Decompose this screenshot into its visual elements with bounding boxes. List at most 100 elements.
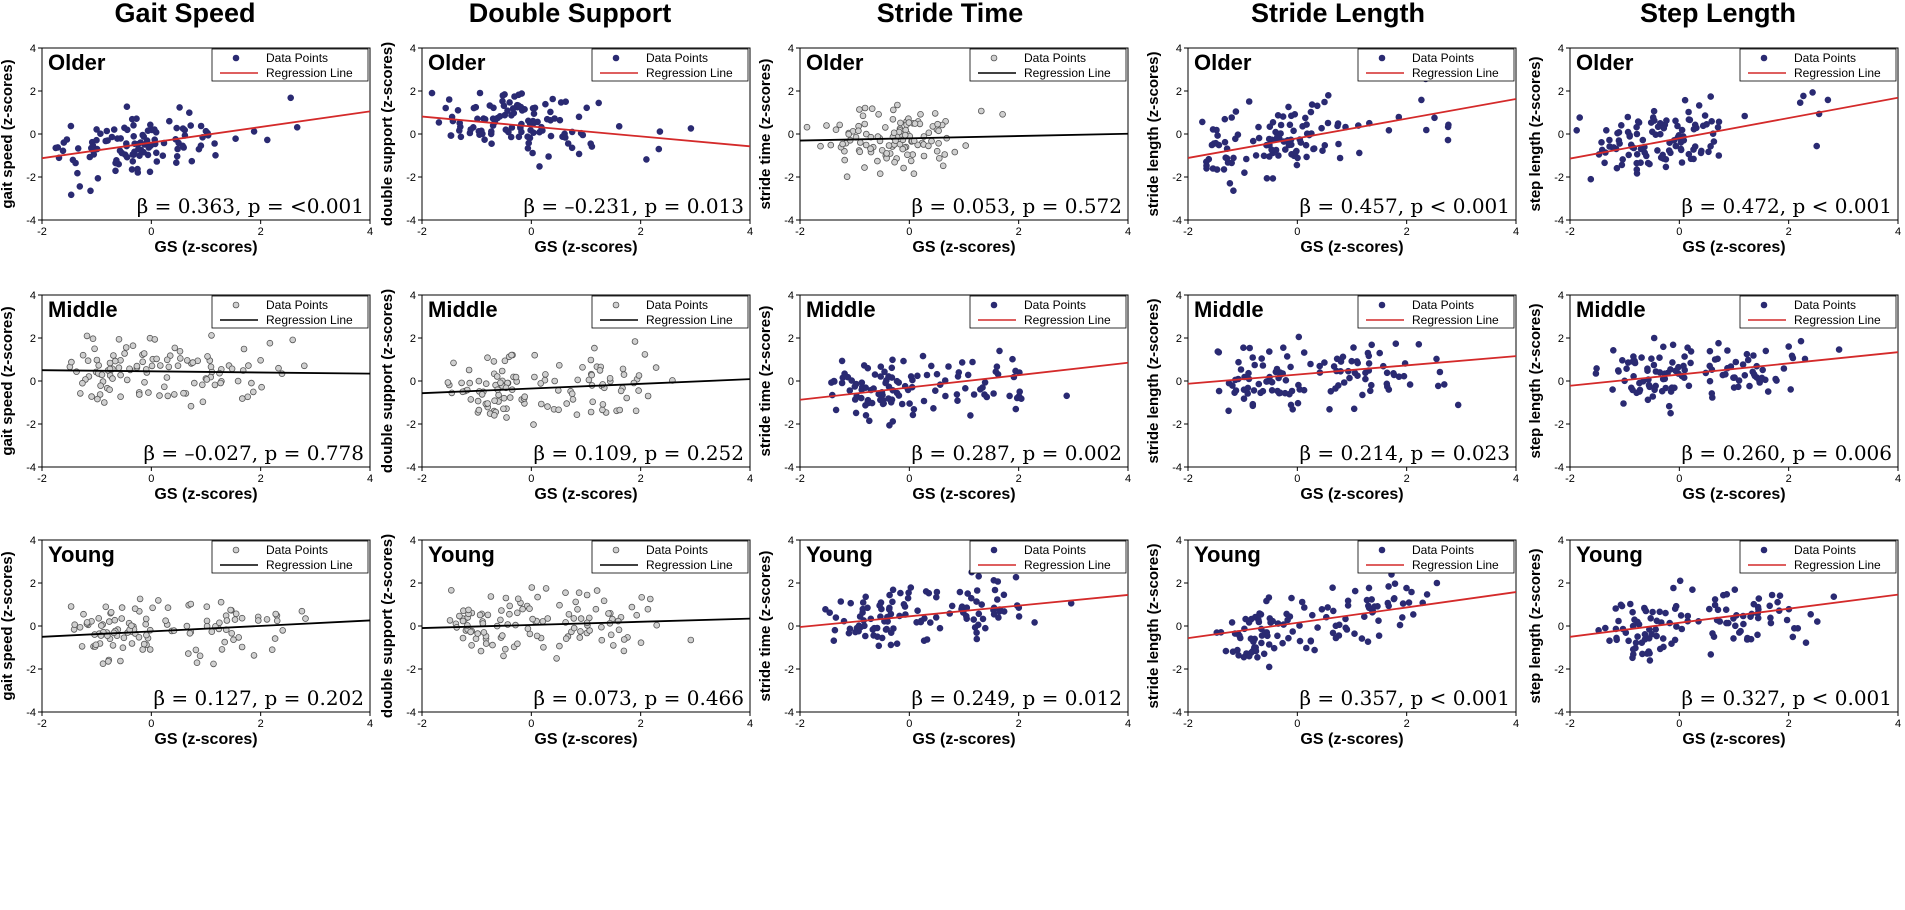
legend-points-label: Data Points	[266, 298, 328, 312]
data-point	[248, 379, 255, 387]
data-point	[121, 124, 128, 132]
y-tick-label: 0	[1176, 129, 1182, 141]
data-point	[956, 588, 964, 596]
y-tick-label: -4	[1554, 707, 1564, 719]
data-point	[67, 191, 75, 199]
data-point	[1257, 611, 1265, 618]
data-point	[1654, 147, 1661, 154]
data-point	[617, 387, 625, 395]
data-point	[1711, 601, 1719, 609]
y-tick-label: 0	[410, 376, 416, 388]
data-point	[1802, 639, 1810, 646]
data-point	[444, 379, 452, 386]
data-point	[1269, 175, 1277, 182]
data-point	[837, 598, 845, 605]
data-point	[185, 650, 192, 657]
data-point	[191, 379, 198, 387]
data-point	[502, 594, 510, 602]
y-tick-label: 2	[410, 578, 416, 590]
data-point	[153, 158, 161, 165]
data-point	[130, 133, 138, 140]
data-point	[1290, 127, 1297, 135]
data-point	[1619, 156, 1626, 163]
data-layer	[42, 94, 370, 199]
data-point	[514, 640, 521, 648]
data-point	[876, 170, 884, 178]
data-point	[687, 125, 695, 132]
data-point	[103, 127, 111, 135]
data-point	[447, 586, 455, 594]
data-point	[1423, 126, 1430, 134]
data-point	[1615, 617, 1622, 625]
data-point	[935, 127, 942, 135]
x-tick-label: 4	[1513, 718, 1519, 730]
x-tick-label: 2	[1404, 718, 1410, 730]
data-point	[1009, 355, 1016, 363]
data-point	[1431, 114, 1438, 122]
x-tick-label: 4	[367, 473, 373, 485]
data-point	[1711, 596, 1719, 603]
data-point	[1615, 129, 1623, 136]
data-point	[1255, 123, 1262, 131]
data-point	[1203, 162, 1210, 170]
regression-line	[1570, 593, 1898, 638]
data-point	[1279, 113, 1287, 120]
data-point	[1648, 630, 1655, 638]
y-tick-label: -2	[784, 419, 794, 431]
data-point	[231, 616, 239, 623]
data-point	[98, 371, 106, 379]
y-axis-label: gait speed (z-scores)	[0, 551, 16, 700]
data-point	[212, 152, 219, 159]
data-point	[477, 647, 485, 655]
data-point	[887, 629, 895, 636]
data-point	[467, 628, 474, 636]
data-point	[293, 124, 301, 131]
data-point	[1681, 353, 1688, 360]
y-tick-label: -4	[406, 215, 416, 227]
data-point	[619, 365, 627, 373]
data-point	[187, 122, 195, 129]
data-point	[1646, 657, 1654, 664]
data-point	[969, 358, 976, 366]
data-point	[588, 371, 595, 379]
data-point	[92, 641, 100, 649]
data-point	[115, 364, 123, 372]
data-point	[910, 170, 918, 178]
data-point	[1433, 355, 1440, 363]
data-point	[554, 387, 562, 394]
data-point	[587, 356, 595, 364]
data-point	[852, 409, 860, 417]
data-point	[162, 617, 169, 624]
y-tick-label: -4	[26, 462, 36, 474]
data-point	[79, 379, 86, 387]
data-point	[620, 371, 628, 378]
data-point	[1244, 390, 1251, 397]
data-point	[877, 363, 885, 371]
data-point	[932, 614, 940, 621]
regression-line	[1188, 591, 1516, 640]
data-point	[459, 617, 467, 625]
data-point	[1703, 121, 1710, 128]
data-point	[856, 613, 864, 620]
legend-line-label: Regression Line	[1794, 558, 1881, 572]
data-point	[570, 624, 578, 632]
data-point	[1405, 599, 1413, 606]
stat-annotation: β = 0.363, p = <0.001	[137, 194, 364, 218]
data-point	[1723, 590, 1731, 598]
data-point	[855, 622, 863, 629]
data-point	[920, 152, 928, 160]
x-tick-label: 4	[1513, 226, 1519, 238]
y-tick-label: 0	[30, 129, 36, 141]
y-axis-label: double support (z-scores)	[379, 42, 396, 226]
data-point	[161, 383, 168, 391]
data-point	[1383, 380, 1391, 388]
data-point	[456, 612, 463, 620]
data-point	[587, 140, 594, 148]
data-point	[894, 101, 901, 109]
data-point	[1309, 611, 1316, 619]
data-point	[1283, 353, 1291, 360]
data-point	[217, 598, 225, 606]
data-point	[832, 406, 840, 414]
